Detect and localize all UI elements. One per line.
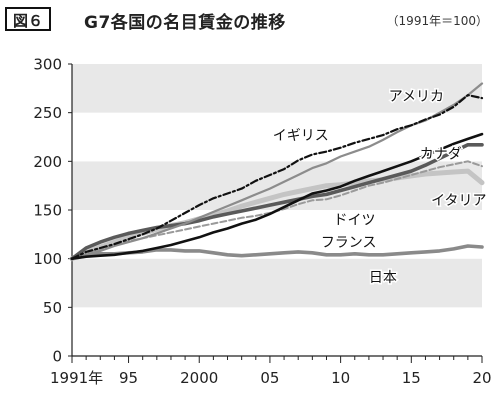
x-tick-label: 10: [331, 369, 350, 387]
figure-label: 図６: [5, 7, 52, 31]
series-line-6: [70, 143, 484, 261]
y-tick-label: 100: [33, 250, 62, 268]
x-tick-label: 15: [402, 369, 421, 387]
chart-title: G7各国の名目賃金の推移: [84, 13, 286, 33]
series-label-7: 日本: [369, 270, 397, 286]
series-label-5: イタリア: [431, 193, 486, 209]
y-tick-label: 150: [33, 202, 62, 220]
y-tick-label: 50: [43, 299, 62, 317]
series-line-1: [70, 82, 484, 260]
y-tick-label: 200: [33, 153, 62, 171]
y-tick-label: 0: [52, 348, 62, 366]
series-lines: [69, 82, 485, 262]
series-label-3: カナダ: [420, 146, 462, 162]
grid-band: [72, 307, 482, 356]
series-label-2: イギリス: [273, 128, 329, 144]
base-year-note: （1991年＝100）: [386, 14, 488, 28]
x-axis: 1991年 95 2000 05 10 15 20: [50, 355, 492, 387]
series-line-5: [69, 168, 485, 262]
y-tick-label: 300: [33, 56, 62, 74]
x-tick-label: 2000: [180, 369, 218, 387]
x-tick-label: 05: [260, 369, 279, 387]
y-axis: 0 50 100 150 200 250 300: [33, 56, 73, 366]
grid-band: [72, 64, 482, 113]
grid-band: [72, 112, 482, 162]
series-label-6: フランス: [321, 235, 377, 251]
x-tick-label: 95: [119, 369, 138, 387]
chart-header: 図６ G7各国の名目賃金の推移 （1991年＝100）: [0, 0, 500, 40]
x-tick-label: 20: [472, 369, 491, 387]
x-tick-label: 1991年: [50, 369, 103, 387]
grid-band: [72, 258, 482, 308]
series-line-2: [70, 94, 484, 260]
y-tick-label: 250: [33, 104, 62, 122]
series-label-4: ドイツ: [334, 213, 376, 229]
series-label-1: アメリカ: [389, 89, 444, 105]
series-line-3: [70, 132, 484, 260]
